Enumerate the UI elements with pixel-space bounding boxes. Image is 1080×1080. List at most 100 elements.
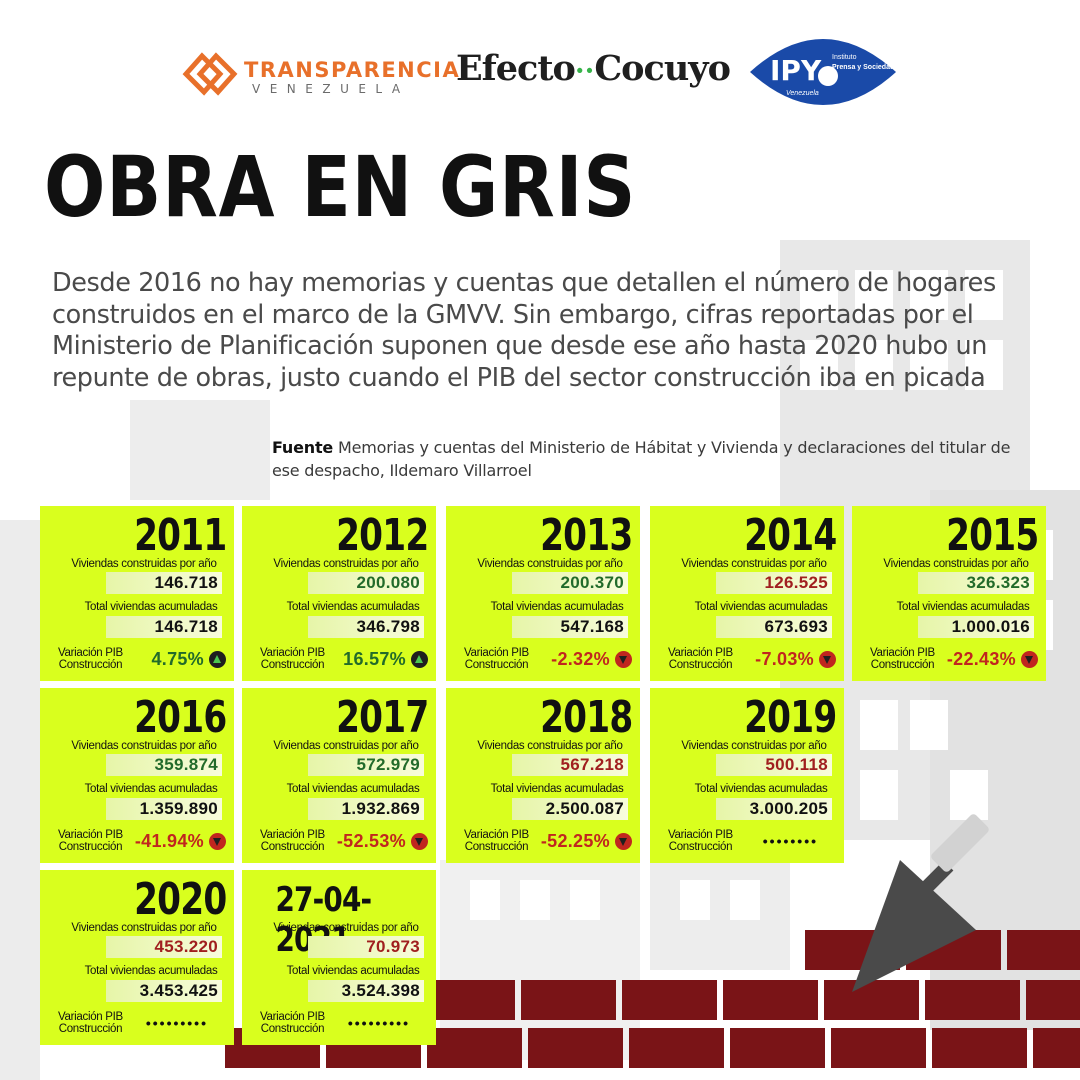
pib-value: -52.25% — [540, 831, 610, 851]
pib-label-line1: Variación PIB — [668, 647, 733, 659]
accumulated-label: Total viviendas acumuladas — [286, 783, 420, 795]
year-card: 2011 Viviendas construidas por año 146.718… — [40, 506, 234, 681]
pib-label: Variación PIB Construcción — [58, 1011, 123, 1035]
transparencia-wordmark: TRANSPARENCIA — [244, 58, 461, 82]
transparencia-emblem-icon — [182, 52, 238, 96]
pib-label-line1: Variación PIB — [668, 829, 733, 841]
efecto-dots: ·· — [574, 54, 595, 87]
accumulated-label: Total viviendas acumuladas — [84, 965, 218, 977]
accumulated-value: 3.000.205 — [716, 798, 832, 820]
pib-label-line2: Construcción — [58, 841, 123, 853]
pib-label: Variación PIB Construcción — [464, 647, 529, 671]
intro-paragraph: Desde 2016 no hay memorias y cuentas que… — [52, 268, 996, 393]
card-year: 2013 — [539, 510, 633, 561]
pib-label-line1: Variación PIB — [260, 829, 325, 841]
ipys-country: Venezuela — [786, 90, 819, 97]
pib-label: Variación PIB Construcción — [668, 829, 733, 853]
pib-value: -52.53% — [336, 831, 406, 851]
per-year-label: Viviendas construidas por año — [681, 558, 827, 570]
arrow-down-icon — [1021, 651, 1038, 668]
source-label: Fuente — [272, 438, 334, 457]
pib-label: Variación PIB Construcción — [464, 829, 529, 853]
card-year: 2017 — [335, 692, 429, 743]
pib-value: ••••••••• — [347, 1015, 410, 1031]
per-year-value: 453.220 — [106, 936, 222, 958]
per-year-label: Viviendas construidas por año — [273, 922, 419, 934]
pib-label: Variación PIB Construcción — [58, 647, 123, 671]
pib-value: 16.57% — [343, 649, 406, 669]
accumulated-value: 1.932.869 — [308, 798, 424, 820]
per-year-value: 326.323 — [918, 572, 1034, 594]
accumulated-value: 547.168 — [512, 616, 628, 638]
accumulated-value: 3.453.425 — [106, 980, 222, 1002]
per-year-label: Viviendas construidas por año — [477, 740, 623, 752]
accumulated-label: Total viviendas acumuladas — [286, 601, 420, 613]
pib-label-line2: Construcción — [260, 841, 325, 853]
arrow-up-icon — [209, 651, 226, 668]
card-year: 2015 — [945, 510, 1039, 561]
pib-label: Variación PIB Construcción — [58, 829, 123, 853]
transparencia-venezuela-logo: TRANSPARENCIA VENEZUELA — [180, 42, 459, 100]
per-year-value: 146.718 — [106, 572, 222, 594]
arrow-down-icon — [615, 651, 632, 668]
venezuela-wordmark: VENEZUELA — [252, 82, 410, 96]
accumulated-value: 146.718 — [106, 616, 222, 638]
per-year-value: 567.218 — [512, 754, 628, 776]
per-year-value: 200.080 — [308, 572, 424, 594]
accumulated-value: 1.359.890 — [106, 798, 222, 820]
per-year-label: Viviendas construidas por año — [71, 922, 217, 934]
card-year: 2016 — [133, 692, 227, 743]
per-year-label: Viviendas construidas por año — [71, 740, 217, 752]
card-year: 2014 — [743, 510, 837, 561]
per-year-value: 500.118 — [716, 754, 832, 776]
per-year-value: 200.370 — [512, 572, 628, 594]
per-year-label: Viviendas construidas por año — [883, 558, 1029, 570]
arrow-up-icon — [411, 651, 428, 668]
pib-label-line2: Construcción — [464, 841, 529, 853]
card-year: 2019 — [743, 692, 837, 743]
pib-label-line1: Variación PIB — [260, 647, 325, 659]
year-card: 2016 Viviendas construidas por año 359.874… — [40, 688, 234, 863]
per-year-label: Viviendas construidas por año — [477, 558, 623, 570]
year-card: 2014 Viviendas construidas por año 126.525… — [650, 506, 844, 681]
pib-label: Variación PIB Construcción — [260, 1011, 325, 1035]
pib-label-line2: Construcción — [464, 659, 529, 671]
pib-label: Variación PIB Construcción — [870, 647, 935, 671]
accumulated-value: 346.798 — [308, 616, 424, 638]
year-card: 2019 Viviendas construidas por año 500.118… — [650, 688, 844, 863]
accumulated-label: Total viviendas acumuladas — [694, 783, 828, 795]
accumulated-label: Total viviendas acumuladas — [490, 601, 624, 613]
pib-value: -7.03% — [755, 649, 814, 669]
pib-label-line2: Construcción — [58, 659, 123, 671]
pib-value: -41.94% — [134, 831, 204, 851]
per-year-label: Viviendas construidas por año — [681, 740, 827, 752]
pib-value: -22.43% — [946, 649, 1016, 669]
pib-label-line1: Variación PIB — [58, 829, 123, 841]
year-card: 2015 Viviendas construidas por año 326.323… — [852, 506, 1046, 681]
card-year: 2012 — [335, 510, 429, 561]
accumulated-value: 2.500.087 — [512, 798, 628, 820]
source-note: Fuente Memorias y cuentas del Ministerio… — [272, 436, 1032, 482]
year-card: 27-04-2021Viviendas construidas por año7… — [242, 870, 436, 1045]
source-text: Memorias y cuentas del Ministerio de Háb… — [272, 438, 1011, 480]
ipys-line1: Instituto — [832, 54, 857, 61]
efecto-wordmark: Efecto — [456, 48, 576, 89]
ipys-line2: Prensa y Sociedad — [832, 64, 895, 71]
pib-label-line1: Variación PIB — [260, 1011, 325, 1023]
year-card: 2012 Viviendas construidas por año 200.080… — [242, 506, 436, 681]
pib-label-line1: Variación PIB — [464, 647, 529, 659]
pib-label: Variación PIB Construcción — [260, 829, 325, 853]
per-year-label: Viviendas construidas por año — [71, 558, 217, 570]
arrow-down-icon — [615, 833, 632, 850]
accumulated-value: 3.524.398 — [308, 980, 424, 1002]
accumulated-label: Total viviendas acumuladas — [694, 601, 828, 613]
pib-label: Variación PIB Construcción — [668, 647, 733, 671]
card-year: 2020 — [133, 874, 227, 925]
pib-label-line1: Variación PIB — [870, 647, 935, 659]
year-card: 2013 Viviendas construidas por año 200.370… — [446, 506, 640, 681]
ipys-logo: IPY Instituto Prensa y Sociedad Venezuel… — [748, 28, 898, 116]
per-year-value: 572.979 — [308, 754, 424, 776]
pib-label-line1: Variación PIB — [58, 1011, 123, 1023]
accumulated-value: 673.693 — [716, 616, 832, 638]
card-year: 2011 — [133, 510, 227, 561]
